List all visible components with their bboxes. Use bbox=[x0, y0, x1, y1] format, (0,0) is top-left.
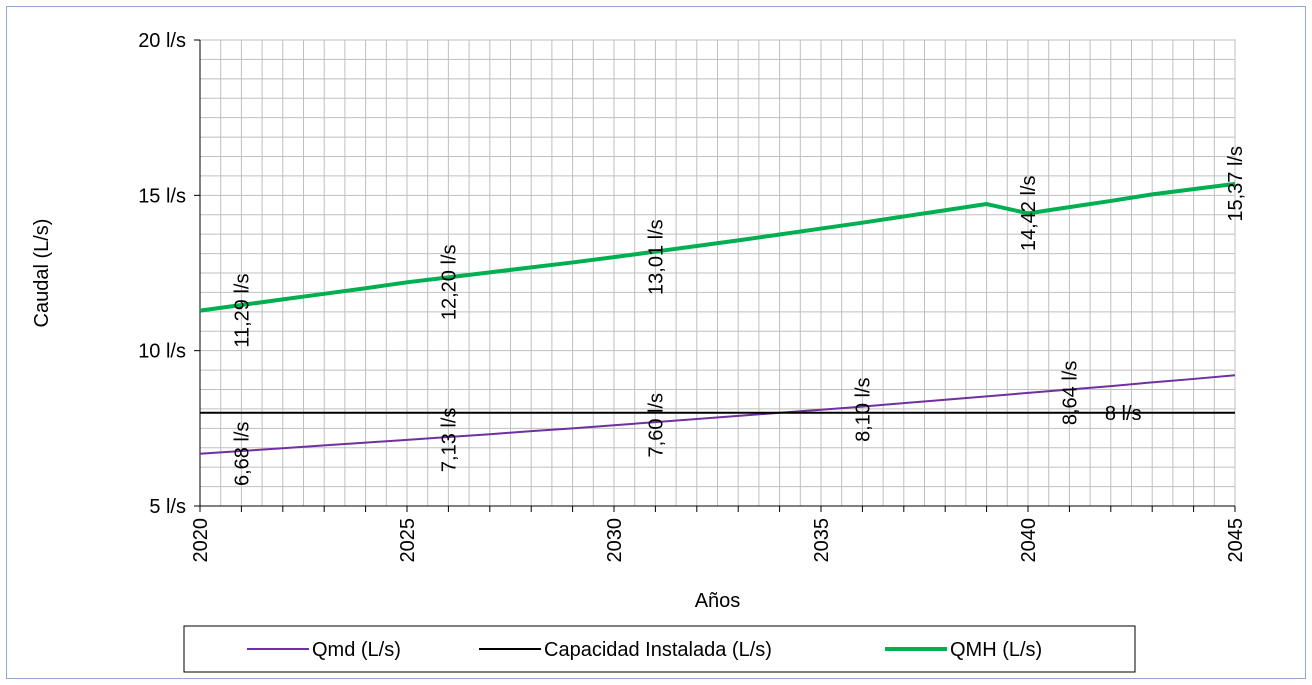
data-label: 8,10 l/s bbox=[852, 377, 874, 441]
x-tick-label: 2045 bbox=[1225, 518, 1247, 563]
x-tick-label: 2025 bbox=[397, 518, 419, 563]
y-tick-label: 20 l/s bbox=[138, 30, 186, 52]
series-line-0 bbox=[199, 374, 1236, 455]
x-tick-label: 2020 bbox=[190, 518, 212, 563]
legend-label: Capacidad Instalada (L/s) bbox=[544, 639, 772, 661]
legend-box bbox=[183, 625, 1136, 673]
x-tick-label: 2040 bbox=[1018, 518, 1040, 563]
series-line-2 bbox=[199, 181, 1236, 313]
y-tick-label: 10 l/s bbox=[138, 341, 186, 363]
axes: 5 l/s 10 l/s 15 l/s 20 l/s 2020 2025 2030 2035 2… bbox=[31, 30, 1247, 612]
data-label: 6,68 l/s bbox=[231, 422, 253, 486]
legend-label: QMH (L/s) bbox=[950, 639, 1042, 661]
data-label: 13,01 l/s bbox=[645, 219, 667, 295]
legend: Qmd (L/s) Capacidad Instalada (L/s) QMH (L… bbox=[183, 625, 1136, 673]
data-label: 7,60 l/s bbox=[645, 393, 667, 457]
y-tick-label: 15 l/s bbox=[138, 185, 186, 207]
data-labels: 6,68 l/s 7,13 l/s 7,60 l/s 8,10 l/s 8,64 l/s… bbox=[231, 146, 1247, 486]
data-label: 7,13 l/s bbox=[438, 408, 460, 472]
grid bbox=[199, 39, 1236, 507]
data-label: 11,29 l/s bbox=[231, 274, 253, 348]
x-tick-label: 2035 bbox=[811, 518, 833, 563]
data-label: 15,37 l/s bbox=[1225, 146, 1247, 222]
x-axis-title: Años bbox=[695, 590, 741, 612]
data-label: 8 l/s bbox=[1105, 403, 1142, 425]
legend-label: Qmd (L/s) bbox=[312, 639, 401, 661]
series-layer bbox=[199, 181, 1236, 455]
y-axis-title: Caudal (L/s) bbox=[31, 219, 53, 328]
y-tick-label: 5 l/s bbox=[149, 496, 186, 518]
data-label: 12,20 l/s bbox=[438, 245, 460, 321]
data-label: 8,64 l/s bbox=[1059, 361, 1081, 425]
x-tick-label: 2030 bbox=[604, 518, 626, 563]
data-label: 14,42 l/s bbox=[1018, 176, 1040, 252]
